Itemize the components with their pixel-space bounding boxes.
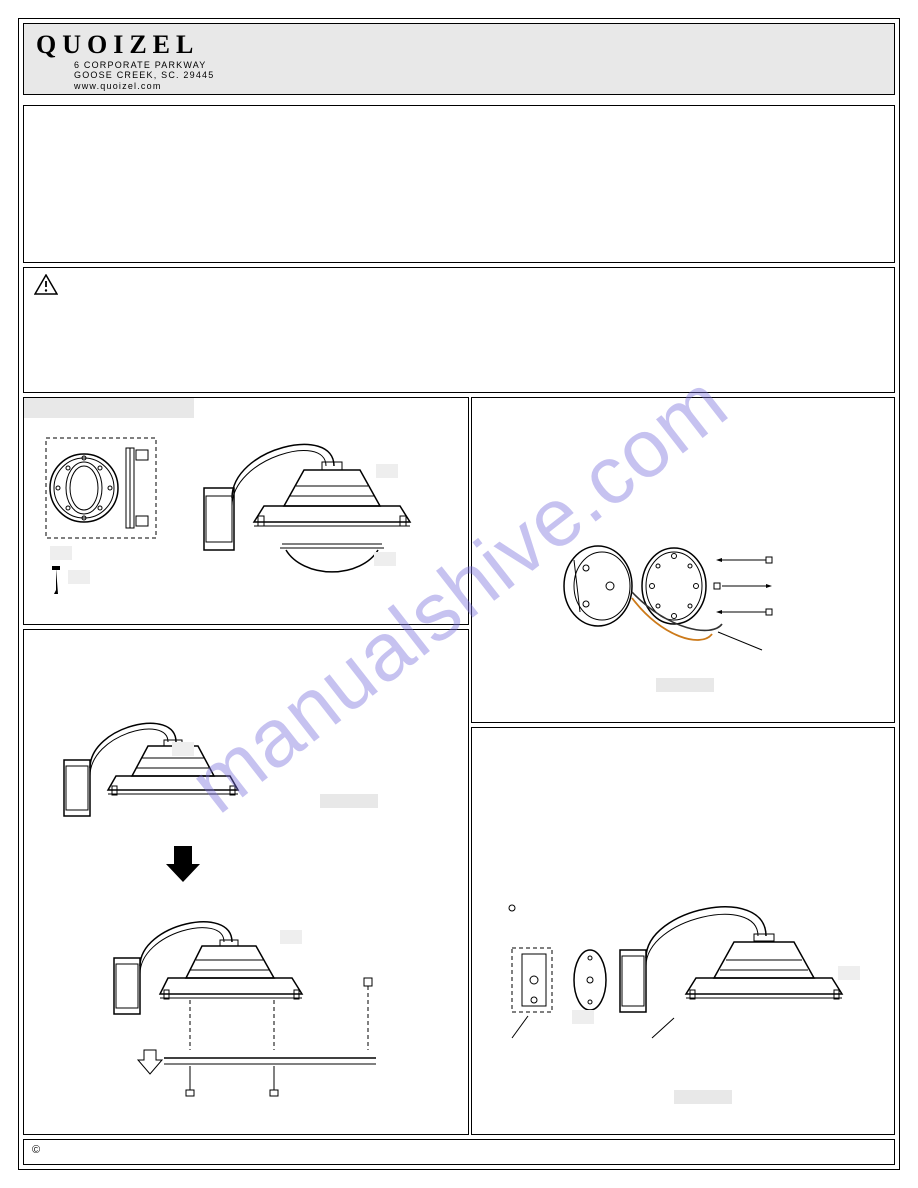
brand-logo: QUOIZEL <box>36 30 882 60</box>
instructions-box <box>23 105 895 263</box>
label-tag <box>68 570 90 584</box>
label-tag <box>172 742 194 756</box>
label-tag <box>374 552 396 566</box>
parts-diagram <box>24 398 470 626</box>
page-frame: QUOIZEL 6 CORPORATE PARKWAY GOOSE CREEK,… <box>18 18 900 1170</box>
figure-3-diagram <box>24 630 470 1136</box>
figure-1-caption <box>656 678 714 692</box>
figure-2-diagram <box>472 728 896 1136</box>
label-tag <box>572 1010 594 1024</box>
copyright-symbol: © <box>32 1144 40 1156</box>
header-bar: QUOIZEL 6 CORPORATE PARKWAY GOOSE CREEK,… <box>23 23 895 95</box>
warning-box <box>23 267 895 393</box>
figure-2-panel <box>471 727 895 1135</box>
label-tag <box>280 930 302 944</box>
figure-3-caption <box>320 794 378 808</box>
label-tag <box>50 546 72 560</box>
copyright-footer: © <box>23 1139 895 1165</box>
figure-3-panel <box>23 629 469 1135</box>
figure-2-caption <box>674 1090 732 1104</box>
company-address-1: 6 CORPORATE PARKWAY <box>74 60 882 70</box>
parts-panel <box>23 397 469 625</box>
label-tag <box>838 966 860 980</box>
company-website: www.quoizel.com <box>74 81 882 91</box>
warning-icon <box>34 274 884 295</box>
figure-1-panel <box>471 397 895 723</box>
company-address-2: GOOSE CREEK, SC. 29445 <box>74 70 882 80</box>
parts-header <box>24 398 194 418</box>
label-tag <box>376 464 398 478</box>
figure-1-diagram <box>472 398 896 724</box>
